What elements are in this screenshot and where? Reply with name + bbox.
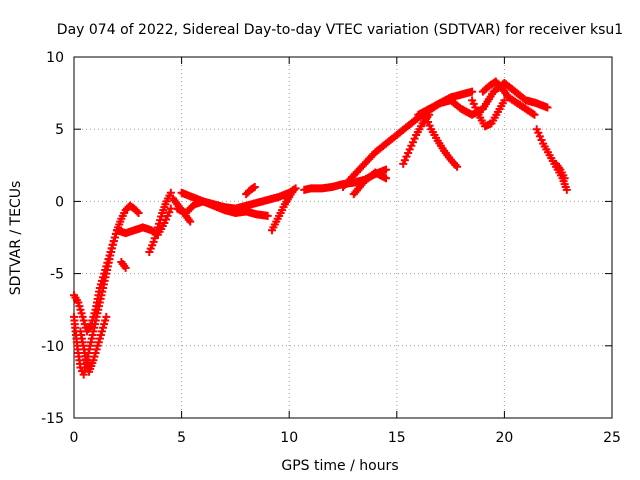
data-marks xyxy=(70,77,571,379)
x-tick-label: 10 xyxy=(280,430,298,446)
series-track-n xyxy=(349,168,391,199)
y-tick-label: 5 xyxy=(55,122,64,138)
y-tick-label: -15 xyxy=(41,411,64,427)
data-point-plus xyxy=(133,207,142,216)
data-point-plus xyxy=(382,165,391,174)
data-point-plus xyxy=(453,162,462,171)
series-track-s xyxy=(478,77,539,119)
series-track-d xyxy=(113,204,175,239)
data-point-plus xyxy=(166,188,175,197)
data-point-plus xyxy=(121,263,130,272)
y-tick-label: -10 xyxy=(41,339,64,355)
data-point-plus xyxy=(543,103,552,112)
grid xyxy=(74,57,612,418)
data-point-plus xyxy=(263,211,272,220)
series-track-r xyxy=(468,96,509,131)
series-track-u xyxy=(552,159,569,183)
data-point-plus xyxy=(530,110,539,119)
series-track-b xyxy=(70,226,122,379)
data-point-plus xyxy=(468,87,477,96)
x-tick-label: 5 xyxy=(177,430,186,446)
data-point-plus xyxy=(186,217,195,226)
data-point-plus xyxy=(250,182,259,191)
series-track-t xyxy=(532,125,571,194)
x-tick-label: 0 xyxy=(70,430,79,446)
series-track-p xyxy=(420,110,462,171)
plot-frame xyxy=(73,56,613,419)
data-point-plus xyxy=(560,174,569,183)
series-track-j xyxy=(267,185,298,235)
chart-title: Day 074 of 2022, Sidereal Day-to-day VTE… xyxy=(57,22,623,38)
data-point-plus xyxy=(134,208,143,217)
data-point-plus xyxy=(528,109,537,118)
series-track-f xyxy=(117,258,130,272)
data-point-plus xyxy=(562,185,571,194)
x-tick-label: 25 xyxy=(603,430,621,446)
series-track-i xyxy=(168,194,195,226)
x-tick-label: 20 xyxy=(495,430,513,446)
data-point-plus xyxy=(500,96,509,105)
data-point-plus xyxy=(289,185,298,194)
axis-ticks: 0 5 10 15 20 25 -15 -10 -5 0 5 10 xyxy=(41,50,621,446)
x-axis-label: GPS time / hours xyxy=(281,458,398,474)
y-tick-label: 10 xyxy=(46,50,64,66)
series-track-k xyxy=(242,182,259,199)
y-tick-label: -5 xyxy=(50,267,64,283)
x-tick-label: 15 xyxy=(388,430,406,446)
y-axis-label: SDTVAR / TECUs xyxy=(8,181,24,296)
series-track-c xyxy=(76,312,111,376)
data-point-plus xyxy=(102,312,111,321)
y-tick-label: 0 xyxy=(55,194,64,210)
data-point-plus xyxy=(382,174,391,183)
series-track-e xyxy=(145,188,175,256)
